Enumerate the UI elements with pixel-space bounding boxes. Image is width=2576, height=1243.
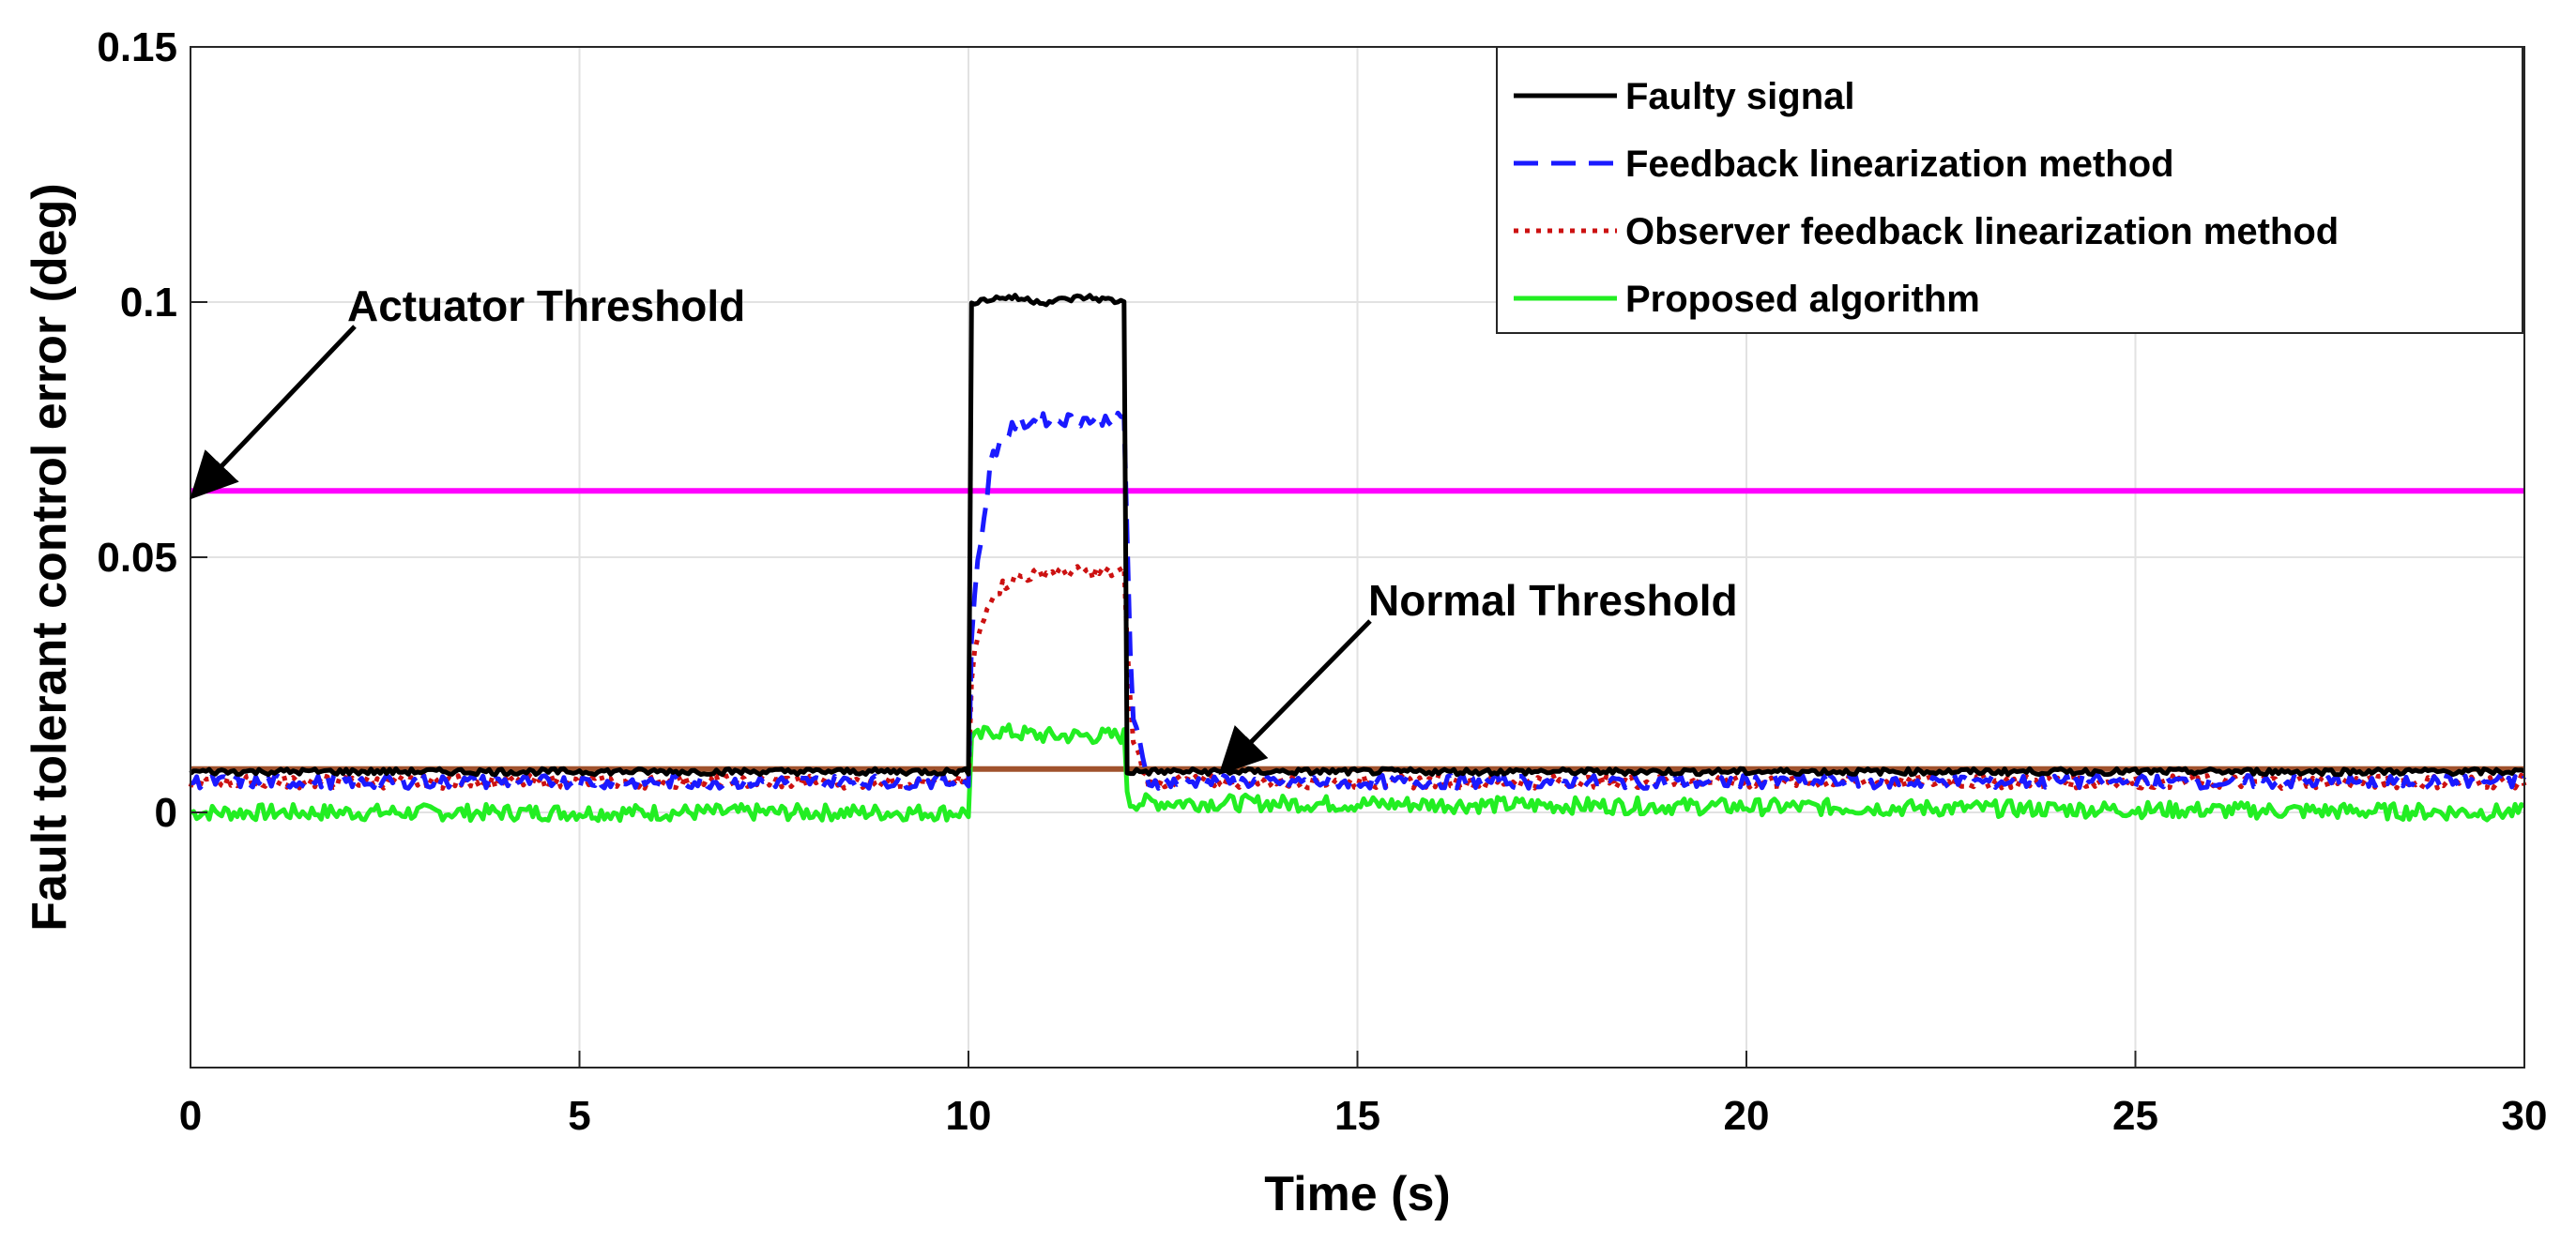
legend-label-observer-feedback-linearization-method: Observer feedback linearization method	[1625, 211, 2339, 252]
legend-label-feedback-linearization-method: Feedback linearization method	[1625, 144, 2174, 185]
x-tick-label: 10	[946, 1093, 992, 1139]
x-tick-label: 25	[2112, 1093, 2158, 1139]
actuator-threshold-label: Actuator Threshold	[347, 281, 745, 330]
x-axis-label: Time (s)	[1264, 1167, 1450, 1221]
x-tick-label: 30	[2502, 1093, 2548, 1139]
normal-threshold-label: Normal Threshold	[1368, 576, 1738, 625]
x-tick-label: 5	[568, 1093, 590, 1139]
actuator-threshold-arrow	[190, 325, 357, 500]
y-tick-label: 0.1	[120, 280, 177, 326]
legend-label-proposed-algorithm: Proposed algorithm	[1625, 279, 1980, 320]
proposed-algorithm-line	[190, 722, 2525, 824]
series-lines	[188, 293, 2527, 824]
faulty-signal-line	[189, 293, 2525, 778]
legend-label-faulty-signal: Faulty signal	[1625, 76, 1855, 117]
normal-threshold-arrow	[1218, 619, 1372, 776]
annotations: Actuator Threshold Normal Threshold	[190, 281, 1738, 776]
legend: Faulty signal Feedback linearization meth…	[1496, 46, 2523, 334]
y-tick-label: 0.05	[97, 535, 177, 581]
x-tick-label: 15	[1334, 1093, 1380, 1139]
y-tick-label: 0.15	[97, 24, 177, 70]
y-axis-label: Fault tolerant control error (deg)	[23, 183, 77, 931]
x-tick-label: 20	[1724, 1093, 1770, 1139]
legend-box	[1496, 46, 2523, 334]
x-tick-label: 0	[179, 1093, 202, 1139]
y-axis-ticks: 0 0.05 0.1 0.15	[97, 24, 207, 836]
y-tick-label: 0	[155, 790, 177, 836]
x-axis-ticks: 0 5 10 15 20 25 30	[179, 1051, 2548, 1139]
